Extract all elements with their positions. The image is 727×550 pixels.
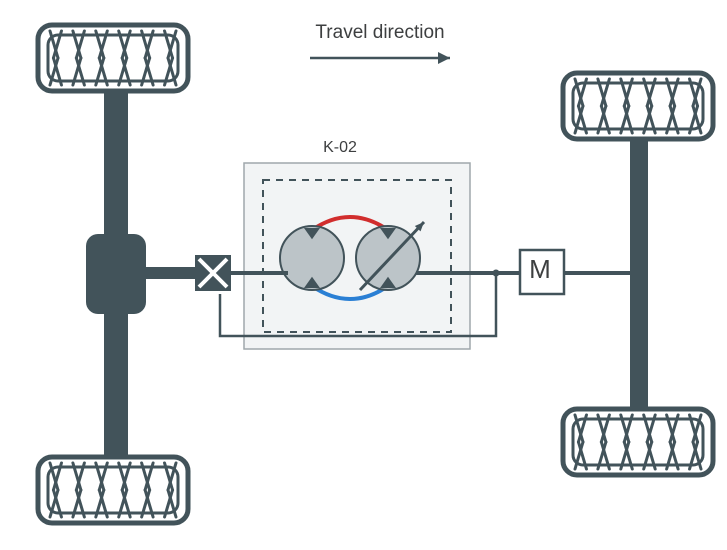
- coupling: [195, 255, 231, 291]
- hydraulic-motor-unit: [280, 226, 344, 290]
- front-differential: [86, 234, 146, 314]
- shaft-diff-coupling: [146, 267, 195, 279]
- travel-direction-label: Travel direction: [315, 22, 444, 43]
- rear-axle: [630, 139, 648, 409]
- engine-label: M: [529, 254, 551, 284]
- panel-label: K-02: [323, 139, 357, 156]
